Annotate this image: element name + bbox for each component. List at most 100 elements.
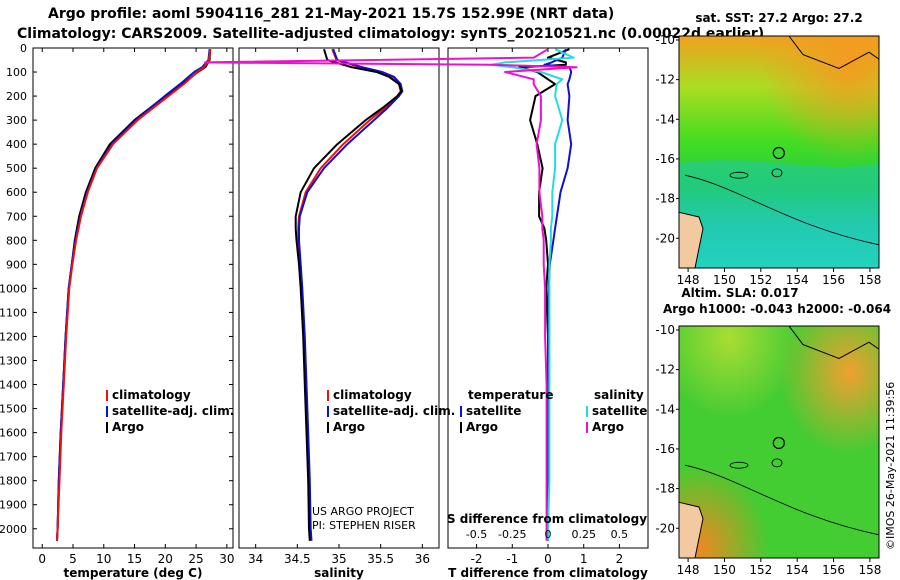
depth-tick-label: 800	[6, 234, 27, 247]
sdiff-argo-line	[204, 48, 578, 541]
difference-xtick-label: 2	[616, 552, 624, 566]
salinity-frame	[238, 47, 440, 549]
map_sst-reef	[771, 168, 783, 178]
depth-tick-label: 0	[20, 42, 27, 55]
depth-tick-label: 400	[6, 138, 27, 151]
depth-tick-label: 2000	[0, 523, 27, 536]
temperature-frame	[32, 47, 234, 549]
sdiff-legend-title: salinity	[594, 388, 644, 402]
tdiff-legend-label: Argo	[466, 420, 498, 434]
map_sst-ytick-label: -18	[655, 192, 675, 206]
map_sla-ytick-label: -10	[655, 323, 675, 337]
map_sla-xtick-label: 150	[713, 563, 736, 577]
depth-tick-label: 900	[6, 258, 27, 271]
map_sla-argo-marker	[772, 436, 785, 450]
map_sla-ytick-label: -20	[655, 521, 675, 535]
map_sst-frame	[678, 35, 880, 269]
depth-tick-label: 1700	[0, 451, 27, 464]
map_sst-ytick-label: -10	[655, 33, 675, 47]
difference-xtick-label: -2	[471, 552, 483, 566]
depth-tick-label: 1000	[0, 282, 27, 295]
temperature-xtick-label: 25	[188, 552, 203, 566]
tdiff-legend-label: satellite	[466, 404, 521, 418]
salinity-xtick-label: 35.5	[367, 552, 394, 566]
map_sst-ytick-label: -20	[655, 231, 675, 245]
map_sla-xtick-label: 156	[822, 563, 845, 577]
map_sst-argo-marker	[772, 146, 785, 160]
map_sst-ytick-label: -12	[655, 73, 675, 87]
temp-legend-label: Argo	[112, 420, 144, 434]
temperature-xlabel: temperature (deg C)	[64, 566, 203, 580]
depth-tick-label: 200	[6, 90, 27, 103]
sdiff-tick-label: 0.25	[571, 528, 596, 541]
map_sla-bathy-contour	[684, 464, 880, 536]
sdiff-legend-label: satellite	[592, 404, 647, 418]
pi-credit: PI: STEPHEN RISER	[312, 519, 416, 532]
map_sla-xtick-label: 154	[786, 563, 809, 577]
map_sla-ytick-label: -18	[655, 482, 675, 496]
temperature-xtick-label: 30	[219, 552, 234, 566]
depth-tick-label: 1100	[0, 306, 27, 319]
difference-xtick-label: -1	[506, 552, 518, 566]
temp-clim-line	[56, 49, 212, 541]
sal-clim-line	[297, 48, 402, 541]
difference-xtick-label: 1	[580, 552, 588, 566]
map_sst-xtick-label: 154	[786, 273, 809, 287]
map_sla-reef	[771, 458, 783, 468]
sdiff-tick-label: 0.5	[611, 528, 629, 541]
sdiff-sat-line	[489, 48, 575, 541]
sal-legend-label: satellite-adj. clim.	[333, 404, 455, 418]
map_sst-ytick-label: -14	[655, 112, 675, 126]
map_sla-frame	[678, 325, 880, 559]
map_sla-xtick-label: 152	[749, 563, 772, 577]
chart-title-line-1: Argo profile: aoml 5904116_281 21-May-20…	[48, 6, 615, 22]
depth-tick-label: 1900	[0, 499, 27, 512]
salinity-xtick-label: 36	[415, 552, 430, 566]
depth-tick-label: 1500	[0, 403, 27, 416]
depth-tick-label: 1800	[0, 475, 27, 488]
depth-tick-label: 600	[6, 186, 27, 199]
temp-legend-label: satellite-adj. clim.	[112, 404, 234, 418]
map_sst-xtick-label: 148	[677, 273, 700, 287]
map_sla-xtick-label: 148	[677, 563, 700, 577]
map_sla-ytick-label: -16	[655, 442, 675, 456]
sla-high-patch	[679, 326, 879, 558]
salinity-xtick-label: 35	[331, 552, 346, 566]
sdiff-legend-label: Argo	[592, 420, 624, 434]
salinity-xtick-label: 34.5	[284, 552, 311, 566]
map_sst-ytick-label: -16	[655, 152, 675, 166]
sdiff-tick-label: -0.25	[498, 528, 526, 541]
temperature-xtick-label: 10	[96, 552, 111, 566]
salinity-xlabel: salinity	[314, 566, 364, 580]
map_sla-xtick-label: 158	[858, 563, 881, 577]
depth-tick-label: 100	[6, 66, 27, 79]
project-credit: US ARGO PROJECT	[312, 505, 414, 518]
sdiff-axis-title: S difference from climatology	[447, 512, 647, 526]
salinity-xtick-label: 34	[248, 552, 263, 566]
temperature-xtick-label: 0	[38, 552, 46, 566]
sla-map-subtitle: Argo h1000: -0.043 h2000: -0.064	[663, 302, 891, 316]
sal-legend-label: Argo	[333, 420, 365, 434]
sal-sat-line	[298, 48, 404, 541]
sdiff-tick-label: 0	[545, 528, 552, 541]
temp-legend-label: climatology	[112, 388, 191, 402]
sal-argo-line	[294, 48, 403, 541]
map_sla-ytick-label: -12	[655, 363, 675, 377]
depth-tick-label: 1400	[0, 379, 27, 392]
sdiff-tick-label: -0.5	[466, 528, 487, 541]
map_sla-reef	[729, 461, 749, 469]
depth-tick-label: 1600	[0, 427, 27, 440]
chart-title-line-2: Climatology: CARS2009. Satellite-adjuste…	[17, 26, 765, 42]
temperature-xtick-label: 20	[158, 552, 173, 566]
depth-tick-label: 300	[6, 114, 27, 127]
sla-map-title: Altim. SLA: 0.017	[681, 286, 798, 300]
map_sla-ytick-label: -14	[655, 402, 675, 416]
depth-tick-label: 1300	[0, 355, 27, 368]
temperature-xtick-label: 5	[69, 552, 77, 566]
map_sst-xtick-label: 150	[713, 273, 736, 287]
map_sst-xtick-label: 152	[749, 273, 772, 287]
map_sst-reef	[729, 171, 749, 179]
difference-xlabel: T difference from climatology	[448, 566, 648, 580]
difference-xtick-label: 0	[544, 552, 552, 566]
